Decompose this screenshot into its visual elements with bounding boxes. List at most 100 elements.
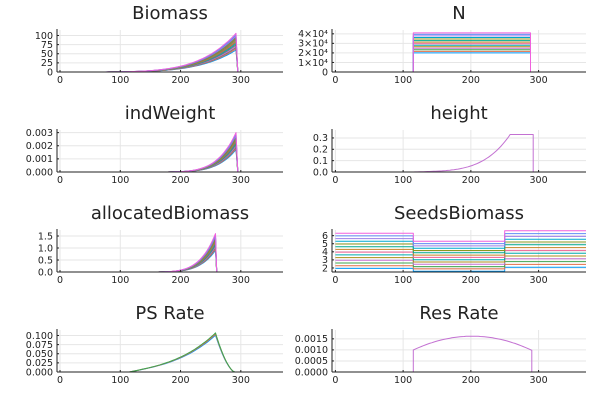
y-tick-label: 0	[322, 67, 328, 78]
series-line	[60, 133, 283, 173]
x-tick-label: 100	[394, 75, 412, 86]
series-line	[60, 149, 283, 173]
x-tick-label: 300	[530, 75, 548, 86]
y-tick-label: 2	[322, 263, 328, 274]
series-line	[335, 247, 586, 256]
series-line	[60, 235, 283, 273]
series-line	[60, 240, 283, 273]
y-tick-label: 50	[41, 49, 53, 60]
y-tick-label: 0.002	[26, 141, 53, 152]
series-line	[60, 137, 283, 173]
x-tick-label: 0	[57, 75, 63, 86]
series-line	[60, 332, 283, 373]
series-line	[60, 333, 283, 373]
panel-title: Biomass	[132, 3, 208, 24]
y-tick-label: 4	[322, 247, 328, 258]
x-tick-label: 200	[171, 175, 189, 186]
x-tick-label: 200	[462, 75, 480, 86]
x-tick-label: 100	[111, 375, 129, 386]
y-tick-label: 0.2	[313, 145, 328, 156]
series-line	[335, 249, 586, 258]
series-line	[335, 255, 586, 263]
x-tick-label: 100	[394, 275, 412, 286]
x-tick-label: 200	[171, 275, 189, 286]
x-tick-label: 0	[332, 75, 338, 86]
series-line	[60, 141, 283, 173]
x-tick-label: 100	[394, 375, 412, 386]
x-tick-label: 300	[232, 275, 250, 286]
series-line	[60, 134, 283, 173]
series-line	[60, 239, 283, 273]
panel-title: SeedsBiomass	[394, 203, 524, 224]
x-tick-label: 200	[462, 375, 480, 386]
x-tick-label: 0	[332, 175, 338, 186]
x-tick-label: 100	[111, 175, 129, 186]
panel-title: N	[452, 3, 465, 24]
panel-3: height 0 100 200 300 0.00.10.20.3	[313, 103, 586, 186]
series-line	[335, 235, 586, 247]
series-line	[60, 32, 283, 73]
x-tick-label: 0	[57, 375, 63, 386]
series-line	[60, 248, 283, 273]
series-line	[60, 147, 283, 173]
series-line	[335, 37, 586, 73]
y-tick-label: 0.3	[313, 133, 328, 144]
panel-2: indWeight 0 100 200 300 0.000 0.001 0.002 0.003	[26, 103, 283, 186]
y-tick-label: 0.003	[26, 128, 53, 139]
x-tick-label: 300	[530, 375, 548, 386]
y-tick-label: 0.0015	[295, 334, 328, 345]
y-tick-label: 0.0	[38, 267, 53, 278]
x-tick-label: 300	[232, 175, 250, 186]
series-line	[335, 241, 586, 251]
x-tick-label: 100	[111, 75, 129, 86]
x-tick-label: 300	[232, 375, 250, 386]
y-tick-label: 0.100	[26, 331, 53, 342]
y-tick-label: 0.075	[26, 340, 53, 351]
y-tick-label: 3	[322, 255, 328, 266]
y-tick-label: 0.0010	[295, 345, 328, 356]
series-line	[335, 50, 586, 73]
series-line	[60, 38, 283, 73]
series-line	[335, 233, 586, 245]
x-tick-label: 0	[57, 275, 63, 286]
x-tick-label: 0	[332, 275, 338, 286]
x-tick-label: 100	[111, 275, 129, 286]
panel-4: allocatedBiomass 0 100 200 300 0.00.51.01.5	[38, 203, 283, 286]
series-line	[335, 35, 586, 73]
x-tick-label: 200	[462, 275, 480, 286]
x-tick-label: 200	[171, 75, 189, 86]
y-tick-label: 0.000	[26, 167, 53, 178]
series-line	[335, 335, 586, 373]
series-line	[60, 249, 283, 273]
series-line	[60, 132, 283, 173]
series-line	[335, 230, 586, 242]
y-tick-label: 0.1	[313, 156, 328, 167]
y-tick-label: 0.000	[26, 367, 53, 378]
panel-title: height	[430, 103, 487, 124]
series-line	[60, 244, 283, 273]
x-tick-label: 0	[332, 375, 338, 386]
y-tick-label: 4×10⁴	[298, 29, 328, 40]
series-line	[60, 146, 283, 173]
series-line	[60, 136, 283, 173]
y-tick-label: 0.0	[313, 167, 328, 178]
panel-6: PS Rate 0 100 200 300 0.0000.0250.0500.0750.1…	[26, 303, 283, 386]
y-tick-label: 0	[47, 67, 53, 78]
x-tick-label: 100	[394, 175, 412, 186]
y-tick-label: 0.0005	[295, 356, 328, 367]
y-tick-label: 1×10⁴	[298, 58, 328, 69]
panel-title: allocatedBiomass	[91, 203, 249, 224]
y-tick-label: 1.5	[38, 231, 53, 242]
y-tick-label: 1.0	[38, 243, 53, 254]
series-line	[60, 142, 283, 173]
series-line	[335, 263, 586, 270]
y-tick-label: 25	[41, 58, 53, 69]
panel-title: PS Rate	[135, 303, 204, 324]
series-line	[60, 246, 283, 273]
y-tick-label: 5	[322, 239, 328, 250]
x-tick-label: 300	[232, 75, 250, 86]
series-line	[335, 252, 586, 261]
series-line	[60, 242, 283, 273]
x-tick-label: 0	[57, 175, 63, 186]
